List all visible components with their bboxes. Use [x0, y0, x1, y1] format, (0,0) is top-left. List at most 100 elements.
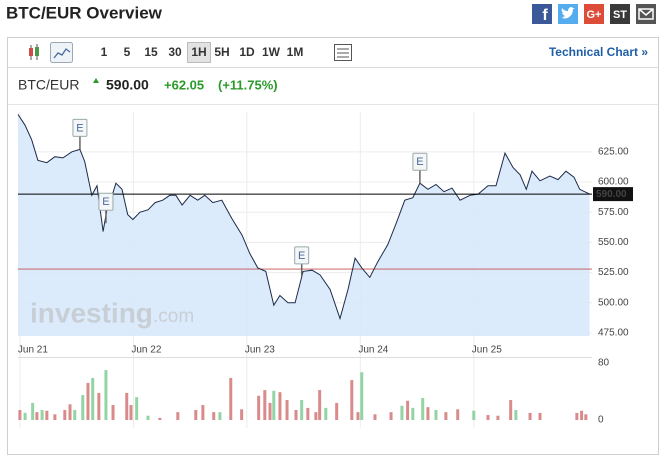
watermark-suffix: .com: [153, 306, 194, 327]
y-tick-label: 550.00: [598, 237, 629, 248]
volume-bar: [575, 412, 579, 420]
volume-bar: [411, 407, 415, 420]
volume-bar: [486, 415, 490, 420]
facebook-icon[interactable]: [532, 4, 552, 24]
volume-bar: [580, 410, 584, 420]
facebook-letter: f: [542, 7, 548, 24]
interval-button[interactable]: 1: [101, 45, 108, 59]
quote-price: 590.00: [106, 77, 149, 93]
event-marker[interactable]: [294, 246, 310, 265]
interval-button[interactable]: 1M: [287, 45, 304, 59]
volume-bar: [472, 410, 476, 420]
interval-button[interactable]: 1W: [262, 45, 281, 59]
mail-envelope: [638, 8, 654, 20]
volume-bar: [360, 372, 364, 420]
volume-bar: [294, 410, 298, 420]
volume-bar: [68, 404, 72, 420]
google-letters: G+: [587, 9, 602, 21]
volume-bar: [18, 410, 22, 420]
volume-bar: [31, 402, 35, 420]
volume-bar: [218, 412, 222, 420]
volume-bar: [63, 410, 67, 420]
interval-buttons: 1 5 15 30 1H 5H 1D 1W 1M: [101, 42, 304, 63]
x-tick-label: Jun 21: [18, 345, 48, 356]
line-chart-button[interactable]: [50, 42, 73, 63]
y-tick-label: 575.00: [598, 207, 629, 218]
volume-bar: [300, 400, 304, 420]
volume-bar: [240, 409, 244, 420]
volume-bar: [538, 412, 542, 420]
y-tick-label: 525.00: [598, 267, 629, 278]
volume-bar: [421, 397, 425, 420]
volume-bar: [91, 377, 95, 420]
interval-button[interactable]: 5: [124, 45, 131, 59]
event-label: E: [76, 122, 83, 134]
interval-button[interactable]: 15: [144, 45, 158, 59]
technical-chart-link[interactable]: Technical Chart »: [549, 45, 648, 59]
volume-bar: [129, 405, 133, 420]
volume-bar: [81, 395, 85, 420]
volume-bar: [373, 414, 377, 420]
quote-symbol: BTC/EUR: [18, 77, 79, 93]
volume-bar: [229, 377, 233, 420]
volume-bar: [434, 410, 438, 420]
volume-bar: [306, 407, 310, 420]
last-price-tag: [593, 187, 633, 202]
volume-bar: [158, 417, 162, 420]
stumble-icon[interactable]: [610, 4, 630, 24]
volume-bar: [400, 405, 404, 420]
twitter-bird: [561, 7, 575, 19]
y-tick-label: 625.00: [598, 146, 629, 157]
volume-bar: [335, 402, 339, 420]
watermark: investing: [30, 297, 153, 328]
event-marker[interactable]: [412, 152, 428, 171]
volume-bar: [584, 414, 588, 420]
quote-change: +62.05: [164, 77, 204, 92]
volume-bar: [389, 412, 393, 420]
last-price-label: 590.00: [596, 189, 627, 200]
volume-bar: [528, 412, 532, 420]
price-plot: 475.00 500.00 525.00 550.00 575.00 600.00 625.…: [17, 112, 633, 428]
volume-bar: [406, 400, 410, 420]
volume-bar: [53, 414, 57, 420]
event-label: E: [102, 196, 109, 208]
quote-change-pct: (+11.75%): [218, 77, 278, 92]
volume-tick-label: 80: [598, 358, 610, 369]
volume-bar: [45, 410, 49, 420]
volume-bar: [146, 415, 150, 420]
volume-bar: [496, 415, 500, 420]
volume-bar: [201, 405, 205, 420]
volume-bar: [125, 392, 129, 420]
candlestick-button[interactable]: [29, 44, 39, 60]
volume-bar: [194, 410, 198, 420]
settings-button[interactable]: [334, 44, 352, 61]
google-icon[interactable]: [584, 4, 604, 24]
interval-button[interactable]: 1D: [239, 45, 255, 59]
y-tick-label: 600.00: [598, 177, 629, 188]
x-tick-label: Jun 22: [131, 345, 161, 356]
price-line: [17, 114, 590, 321]
volume-bar: [35, 412, 39, 420]
interval-selected[interactable]: [187, 42, 211, 63]
volume-bar: [356, 412, 360, 420]
event-marker[interactable]: [98, 192, 114, 211]
volume-bar: [426, 407, 430, 420]
interval-button[interactable]: 1H: [191, 45, 206, 59]
x-tick-label: Jun 25: [472, 345, 502, 356]
event-label: E: [298, 250, 305, 262]
interval-button[interactable]: 5H: [214, 45, 229, 59]
stumble-letters: ST: [613, 9, 627, 21]
price-area: [18, 114, 590, 337]
volume-bar: [257, 395, 261, 420]
line-chart-icon: [53, 48, 71, 59]
up-arrow: [93, 78, 99, 83]
event-marker[interactable]: [72, 118, 88, 137]
volume-bar: [318, 390, 322, 420]
volume-bar: [314, 412, 318, 420]
x-tick-label: Jun 23: [245, 345, 275, 356]
volume-bar: [111, 405, 115, 420]
volume-bar: [272, 390, 276, 420]
volume-bar: [23, 412, 27, 420]
volume-bar: [104, 370, 108, 420]
interval-button[interactable]: 30: [168, 45, 182, 59]
